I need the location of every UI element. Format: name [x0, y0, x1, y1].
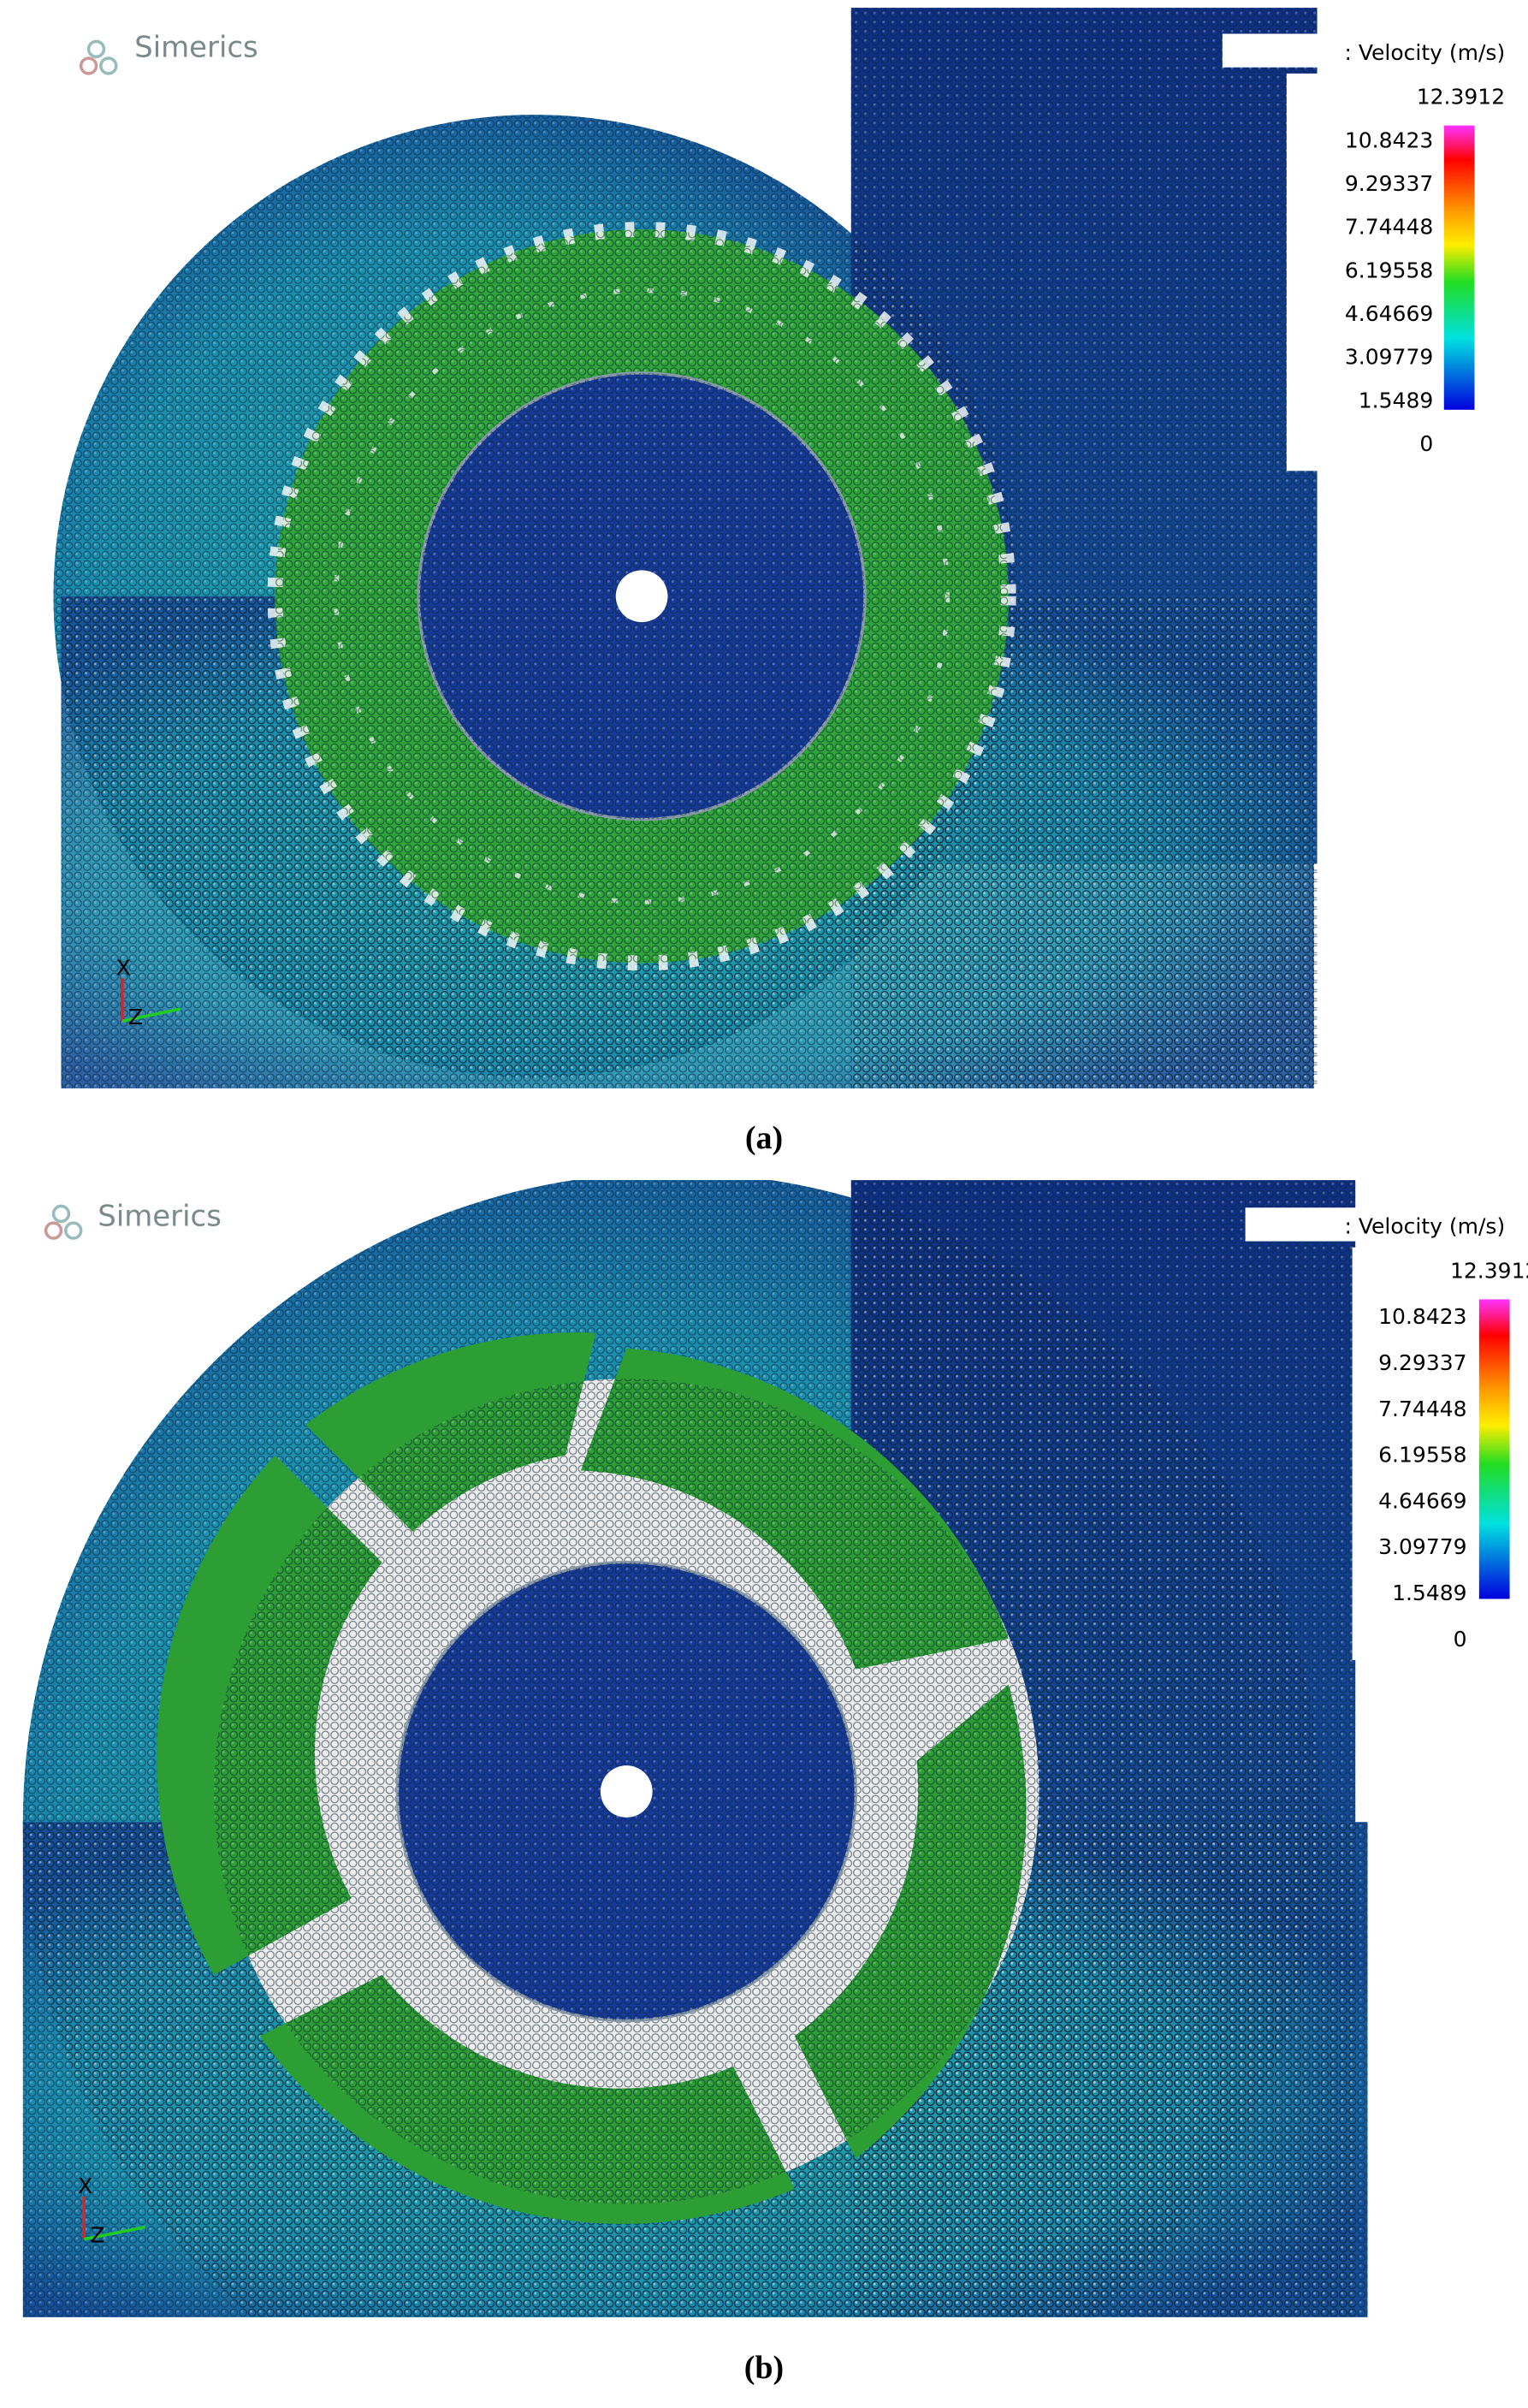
- shaft: [600, 1765, 653, 1818]
- axis-x: X: [116, 956, 131, 981]
- axis-triad: X Z: [78, 2174, 146, 2247]
- legend-tick: 12.3912: [1417, 85, 1505, 110]
- legend-tick: 10.8423: [1378, 1304, 1466, 1329]
- legend-box: [1286, 73, 1516, 472]
- legend-tick: 7.74448: [1378, 1397, 1466, 1421]
- legend-tick: 6.19558: [1378, 1443, 1466, 1468]
- axis-z: Z: [128, 1005, 143, 1029]
- legend-tick: 9.29337: [1345, 171, 1433, 196]
- caption: (b): [743, 2350, 785, 2386]
- axis-x: X: [78, 2174, 92, 2198]
- panel-b: Simerics : Velocity (m/s) 12.3912 10.8423…: [22, 1180, 1528, 2317]
- logo-text: Simerics: [134, 31, 258, 64]
- legend-ticks: 12.3912 10.8423 9.29337 7.74448 6.19558 4.646…: [1378, 1258, 1528, 1651]
- colorbar: [1478, 1299, 1510, 1599]
- legend-tick: 9.29337: [1378, 1350, 1466, 1375]
- legend-tick: 3.09779: [1345, 345, 1433, 370]
- legend-tick: 0: [1419, 431, 1433, 456]
- legend-tick: 1.5489: [1392, 1581, 1466, 1605]
- axis-z: Z: [90, 2222, 104, 2247]
- legend-title: : Velocity (m/s): [1345, 40, 1506, 65]
- legend-tick: 1.5489: [1359, 388, 1433, 412]
- legend-tick: 12.3912: [1450, 1258, 1528, 1283]
- shaft: [615, 570, 668, 623]
- caption: (a): [744, 1120, 784, 1156]
- legend-tick: 7.74448: [1345, 215, 1433, 240]
- logo: Simerics: [79, 31, 258, 75]
- legend-tick: 10.8423: [1345, 128, 1433, 152]
- legend-tick: 3.09779: [1378, 1534, 1466, 1559]
- logo: Simerics: [44, 1201, 222, 1240]
- legend-tick: 6.19558: [1345, 258, 1433, 282]
- legend-tick: 0: [1454, 1627, 1467, 1652]
- legend-tick: 4.64669: [1345, 301, 1433, 326]
- legend-title: : Velocity (m/s): [1345, 1214, 1506, 1239]
- axis-triad: X Z: [116, 956, 181, 1029]
- legend-ticks: 12.3912 10.8423 9.29337 7.74448 6.19558 4.646…: [1345, 85, 1505, 456]
- legend-tick: 4.64669: [1378, 1488, 1466, 1513]
- colorbar: [1443, 125, 1475, 410]
- logo-text: Simerics: [98, 1201, 222, 1234]
- panel-a: Simerics : Velocity (m/s) 12.3912 10.8423…: [53, 8, 1516, 1088]
